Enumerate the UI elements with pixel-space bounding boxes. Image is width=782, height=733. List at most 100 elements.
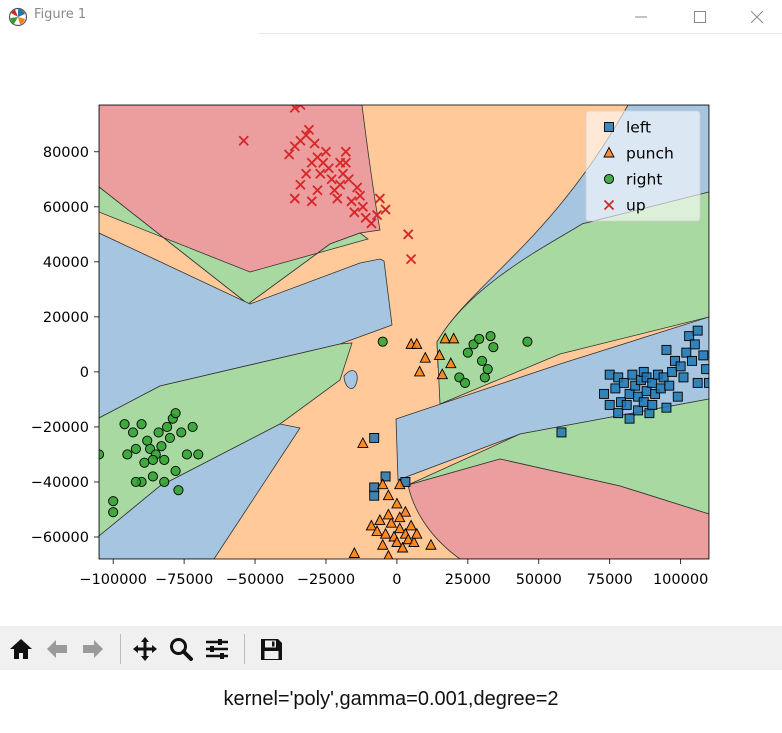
point-up: [312, 185, 323, 196]
point-up: [343, 174, 354, 185]
point-right: [476, 355, 488, 366]
point-up: [335, 157, 346, 168]
point-left: [644, 408, 655, 419]
point-left: [692, 377, 703, 388]
x-tick-label: 0: [392, 572, 401, 588]
point-left: [369, 432, 380, 443]
legend-marker-right: [603, 173, 615, 185]
point-punch: [348, 547, 361, 558]
point-right: [108, 507, 119, 518]
point-punch: [365, 519, 378, 531]
matplotlib-logo-icon: [8, 7, 28, 27]
close-button[interactable]: [734, 2, 780, 32]
toolbar-separator: [120, 634, 121, 664]
point-up: [374, 193, 386, 204]
point-punch: [419, 351, 432, 363]
y-tick-label: 80000: [43, 145, 89, 161]
point-right: [377, 336, 388, 347]
window-titlebar: Figure 1: [0, 0, 782, 34]
zoom-button[interactable]: [166, 634, 196, 664]
minimize-button[interactable]: [618, 2, 664, 32]
legend-marker-up: [603, 199, 615, 211]
point-left: [604, 369, 615, 380]
point-punch: [447, 332, 460, 344]
data-points: [99, 105, 709, 559]
point-punch: [382, 508, 395, 520]
point-right: [130, 443, 141, 454]
point-right: [162, 421, 173, 432]
point-up: [315, 168, 326, 179]
point-left: [369, 490, 380, 501]
y-tick-label: −40000: [31, 475, 89, 491]
region-right-upper-right: [436, 191, 709, 405]
point-right: [147, 454, 158, 465]
point-left: [380, 471, 391, 482]
point-left: [661, 402, 672, 413]
back-button[interactable]: [42, 634, 72, 664]
point-right: [176, 427, 187, 438]
point-right: [170, 465, 181, 477]
point-left: [613, 408, 624, 419]
save-icon: [261, 639, 282, 660]
point-right: [164, 432, 175, 443]
point-punch: [425, 538, 437, 550]
x-tick-label: −100000: [79, 572, 147, 588]
point-right: [122, 449, 133, 460]
point-punch: [411, 337, 423, 349]
point-left: [661, 344, 672, 355]
point-punch: [376, 538, 389, 550]
point-left: [687, 355, 697, 366]
point-up: [306, 157, 317, 168]
home-button[interactable]: [6, 634, 36, 664]
axes-frame: [98, 104, 710, 560]
zoom-icon: [170, 638, 193, 661]
toolbar-separator: [244, 634, 245, 664]
point-up: [238, 135, 249, 146]
point-right: [130, 476, 141, 488]
forward-button[interactable]: [78, 634, 108, 664]
point-left: [624, 388, 635, 399]
point-left: [604, 399, 615, 410]
point-up: [403, 229, 414, 240]
point-right: [474, 333, 485, 344]
point-punch: [405, 519, 417, 531]
x-axis-ticks: −100000 −75000 −50000 −25000 0 25000 50000 7500…: [79, 559, 708, 588]
point-right: [119, 419, 130, 430]
point-punch: [357, 436, 369, 448]
x-tick-label: 100000: [653, 572, 708, 588]
point-left: [556, 427, 567, 438]
point-up: [300, 168, 312, 179]
point-left: [624, 413, 635, 424]
maximize-icon: [694, 11, 706, 23]
point-right: [170, 408, 181, 419]
save-button[interactable]: [256, 634, 286, 664]
point-right: [522, 336, 533, 347]
point-punch: [402, 533, 415, 545]
point-punch: [433, 348, 446, 360]
point-up: [405, 253, 417, 265]
point-up: [309, 138, 320, 149]
window-title: Figure 1: [34, 7, 87, 22]
point-up: [332, 193, 343, 204]
point-left: [647, 377, 658, 388]
point-right: [139, 457, 150, 468]
maximize-button[interactable]: [677, 2, 723, 32]
point-up: [340, 146, 351, 157]
point-up: [283, 149, 295, 160]
point-left: [599, 388, 609, 399]
point-left: [618, 377, 629, 388]
point-punch: [413, 365, 426, 377]
point-punch: [445, 357, 457, 369]
point-left: [670, 355, 680, 366]
region-up-bottom-right: [407, 458, 709, 559]
point-left: [664, 380, 675, 391]
pan-button[interactable]: [130, 634, 160, 664]
configure-subplots-button[interactable]: [202, 634, 232, 664]
point-left: [701, 364, 709, 375]
x-tick-label: −25000: [297, 572, 355, 588]
home-icon: [10, 639, 32, 659]
point-left: [633, 405, 644, 416]
point-right: [187, 421, 198, 432]
point-punch: [436, 368, 449, 380]
point-punch: [391, 497, 403, 509]
